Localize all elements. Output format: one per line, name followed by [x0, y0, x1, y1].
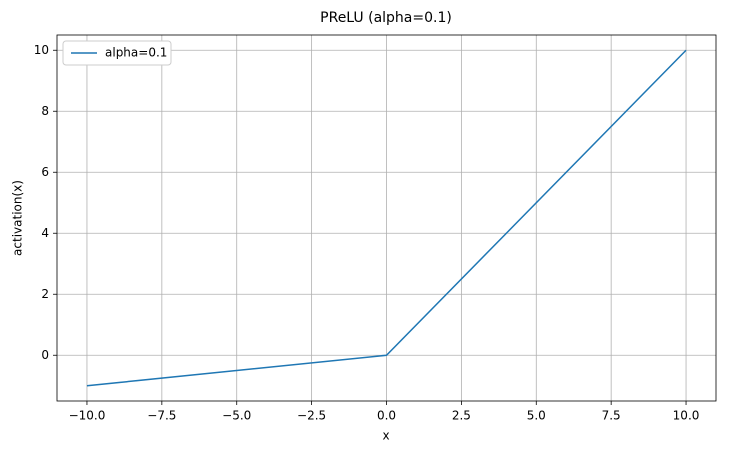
y-axis-label: activation(x)	[11, 180, 25, 256]
y-tick-label: 6	[41, 165, 49, 179]
x-tick-label: 10.0	[673, 409, 700, 423]
legend-label: alpha=0.1	[105, 46, 167, 60]
legend-box	[62, 40, 172, 66]
x-tick-label: 2.5	[452, 409, 471, 423]
line	[86, 49, 687, 387]
y-tick-label: 2	[41, 287, 49, 301]
x-tick-label: −10.0	[69, 409, 106, 423]
y-tick-label: 4	[41, 226, 49, 240]
x-tick-label: −5.0	[222, 409, 251, 423]
plot-frame	[56, 34, 717, 402]
y-tick-label: 0	[41, 348, 49, 362]
x-tick-label: −7.5	[147, 409, 176, 423]
x-tick-label: 0.0	[377, 409, 396, 423]
x-tick-label: 5.0	[527, 409, 546, 423]
y-tick-label: 10	[34, 43, 49, 57]
chart-title: PReLU (alpha=0.1)	[320, 10, 452, 26]
x-tick-label: −2.5	[297, 409, 326, 423]
x-axis-label: x	[382, 429, 389, 443]
x-tick-label: 7.5	[602, 409, 621, 423]
y-tick-label: 8	[41, 104, 49, 118]
